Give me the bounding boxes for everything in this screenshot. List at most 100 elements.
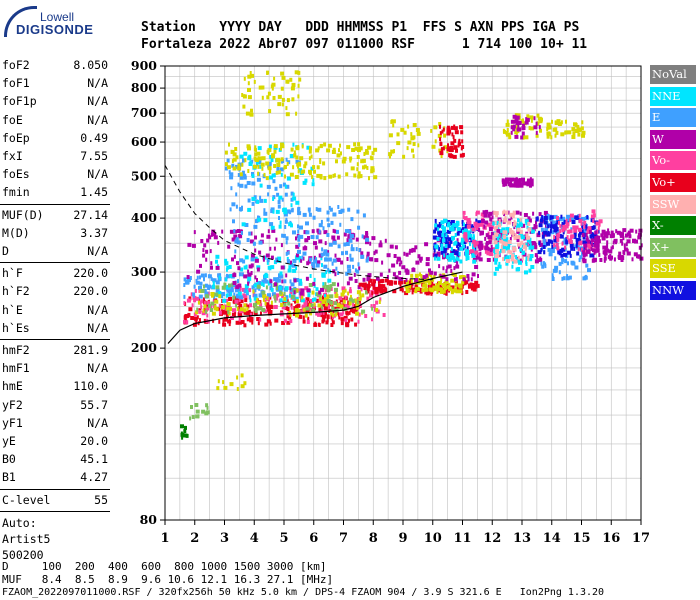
echo-point	[304, 246, 308, 251]
echo-point	[349, 156, 353, 161]
echo-point	[442, 228, 447, 233]
echo-point	[203, 277, 205, 282]
echo-point	[210, 276, 213, 281]
echo-point	[633, 252, 638, 257]
echo-point	[540, 248, 543, 252]
echo-point	[358, 248, 361, 252]
echo-point	[512, 211, 516, 216]
echo-point	[540, 227, 544, 232]
echo-point	[217, 273, 222, 278]
echo-point	[323, 230, 328, 235]
param-value: N/A	[87, 361, 108, 376]
echo-point	[313, 241, 317, 246]
echo-point	[379, 272, 383, 277]
echo-point	[319, 174, 323, 178]
param-value: 55	[94, 492, 108, 507]
echo-point	[295, 159, 299, 164]
param-value: 220.0	[73, 266, 108, 281]
echo-point	[284, 192, 288, 197]
echo-point	[245, 264, 248, 269]
echo-point	[247, 281, 250, 286]
echo-point	[212, 232, 217, 237]
echo-point	[197, 300, 200, 305]
echo-point	[370, 304, 373, 309]
echo-point	[247, 207, 252, 212]
echo-point	[334, 312, 338, 317]
echo-point	[183, 294, 186, 299]
echo-point	[365, 258, 369, 263]
echo-point	[256, 177, 261, 182]
echo-point	[498, 219, 501, 223]
echo-point	[587, 239, 591, 244]
echo-point	[251, 201, 255, 206]
echo-point	[193, 230, 196, 235]
echo-point	[307, 207, 311, 212]
param-value: N/A	[87, 94, 108, 109]
echo-point	[190, 316, 195, 320]
echo-point	[479, 231, 482, 236]
echo-point	[228, 265, 232, 269]
echo-point	[374, 288, 377, 293]
echo-point	[515, 255, 518, 259]
echo-point	[288, 265, 292, 270]
auto-label: Auto:	[2, 515, 37, 530]
echo-point	[320, 256, 323, 261]
y-tick-label: 300	[131, 264, 157, 279]
echo-point	[250, 108, 253, 113]
echo-point	[290, 203, 293, 208]
echo-point	[236, 375, 239, 380]
echo-point	[279, 298, 283, 303]
echo-point	[378, 283, 381, 288]
echo-point	[309, 274, 312, 278]
echo-point	[454, 130, 459, 135]
echo-point	[459, 283, 462, 288]
echo-point	[345, 305, 349, 310]
echo-point	[317, 303, 322, 308]
param-row-group2-1: M(D) 3.37	[2, 225, 108, 242]
echo-point	[247, 74, 252, 79]
echo-point	[553, 235, 556, 240]
echo-point	[462, 210, 466, 215]
echo-point	[226, 265, 230, 270]
echo-point	[494, 227, 497, 232]
echo-point	[537, 250, 542, 255]
echo-point	[270, 225, 275, 230]
echo-point	[522, 245, 527, 250]
echo-point	[477, 220, 482, 225]
echo-point	[550, 221, 553, 226]
echo-point	[259, 317, 262, 322]
echo-point	[188, 296, 192, 301]
echo-point	[584, 224, 588, 229]
echo-point	[452, 272, 457, 277]
echo-point	[257, 146, 262, 151]
echo-point	[237, 182, 240, 187]
echo-point	[226, 273, 228, 278]
echo-point	[619, 233, 624, 238]
echo-point	[414, 289, 418, 294]
echo-point	[572, 131, 576, 136]
echo-point	[297, 234, 300, 239]
echo-point	[215, 307, 219, 312]
echo-point	[440, 239, 443, 244]
echo-point	[494, 260, 498, 265]
echo-point	[222, 298, 227, 303]
param-row-group1-7: fmin 1.45	[2, 184, 108, 201]
echo-point	[425, 276, 429, 281]
echo-point	[315, 207, 318, 212]
echo-point	[456, 238, 459, 243]
echo-point	[436, 237, 440, 241]
echo-point	[184, 314, 188, 319]
echo-point	[291, 82, 296, 87]
echo-point	[514, 134, 519, 139]
echo-point	[505, 255, 510, 260]
echo-point	[338, 148, 340, 153]
echo-point	[281, 321, 286, 325]
echo-point	[494, 257, 498, 262]
echo-point	[183, 429, 187, 434]
echo-point	[228, 307, 232, 311]
echo-point	[425, 273, 429, 278]
echo-point	[412, 135, 416, 140]
echo-point	[237, 173, 241, 177]
echo-point	[322, 285, 326, 290]
echo-point	[279, 271, 283, 276]
